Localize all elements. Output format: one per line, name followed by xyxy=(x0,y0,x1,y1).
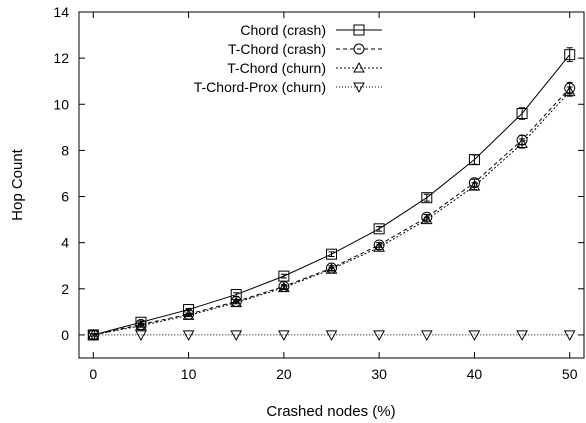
data-point xyxy=(420,213,433,225)
data-point xyxy=(373,330,385,341)
x-tick-label: 40 xyxy=(467,366,483,382)
legend: Chord (crash) T-Chord (crash) T-Chord (chu… xyxy=(194,22,382,95)
y-tick-label: 6 xyxy=(61,189,69,205)
data-point xyxy=(468,154,480,166)
x-tick-label: 10 xyxy=(181,366,197,382)
series-3 xyxy=(87,85,576,340)
y-tick-label: 10 xyxy=(53,96,69,112)
x-tick-label: 50 xyxy=(562,366,578,382)
data-point xyxy=(325,263,338,274)
data-point xyxy=(373,241,385,252)
y-axis-label: Hop Count xyxy=(9,148,26,221)
data-point xyxy=(230,289,242,301)
data-point xyxy=(421,192,433,204)
legend-marker xyxy=(353,24,365,36)
series-line xyxy=(93,87,571,336)
series-4 xyxy=(87,330,576,341)
y-tick-label: 8 xyxy=(61,142,69,158)
data-point xyxy=(135,319,147,331)
series-line xyxy=(93,91,571,336)
data-point xyxy=(468,330,481,341)
data-point xyxy=(230,330,243,341)
y-tick-label: 4 xyxy=(61,235,69,251)
data-point xyxy=(325,330,338,341)
series-2 xyxy=(87,81,576,341)
data-point xyxy=(87,330,100,341)
x-axis-label: Crashed nodes (%) xyxy=(266,403,395,420)
series-1 xyxy=(87,47,576,341)
legend-marker xyxy=(353,43,365,55)
data-point xyxy=(516,330,528,341)
data-point xyxy=(420,330,433,341)
x-tick-label: 20 xyxy=(276,366,292,382)
data-point xyxy=(373,223,385,235)
data-point xyxy=(182,309,195,320)
data-point xyxy=(135,330,147,341)
legend-marker xyxy=(353,82,365,94)
y-tick-label: 0 xyxy=(61,327,69,343)
legend-label: T-Chord (churn) xyxy=(227,60,326,76)
data-point xyxy=(563,85,576,97)
data-point xyxy=(326,248,337,260)
series-line xyxy=(93,54,571,336)
data-point xyxy=(564,49,576,61)
legend-label: Chord (crash) xyxy=(240,22,326,38)
data-point xyxy=(278,330,290,341)
series-layer xyxy=(87,47,576,341)
legend-label: T-Chord-Prox (churn) xyxy=(194,79,326,95)
data-point xyxy=(182,330,195,341)
axis-ticks: 0 10 20 30 40 50 0 2 4 6 8 10 12 14 xyxy=(53,4,584,382)
y-tick-label: 12 xyxy=(53,50,69,66)
x-tick-label: 0 xyxy=(89,366,97,382)
x-tick-label: 30 xyxy=(371,366,387,382)
legend-marker xyxy=(353,61,365,73)
data-point xyxy=(278,281,290,293)
data-point xyxy=(516,107,528,119)
data-point xyxy=(563,330,576,341)
data-point xyxy=(230,296,243,308)
legend-label: T-Chord (crash) xyxy=(228,41,326,57)
plot-frame xyxy=(78,11,585,359)
y-tick-label: 2 xyxy=(61,281,69,297)
data-point xyxy=(468,180,481,191)
y-tick-label: 14 xyxy=(53,4,69,20)
data-point xyxy=(516,137,528,148)
